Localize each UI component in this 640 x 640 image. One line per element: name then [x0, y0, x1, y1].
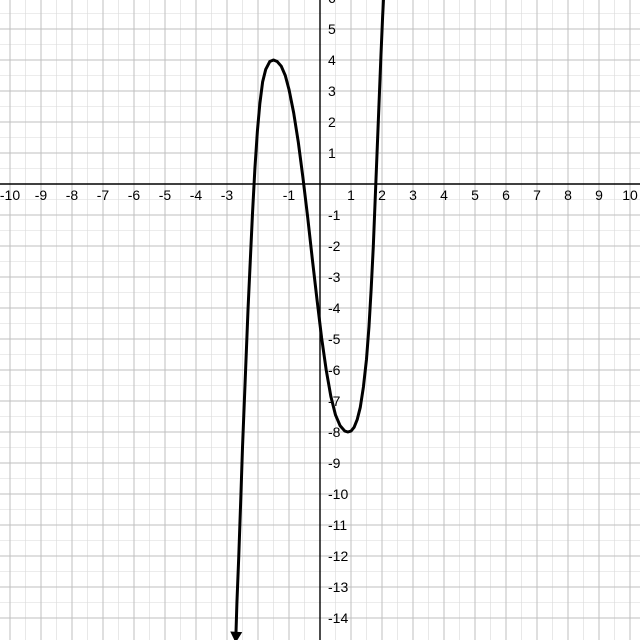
y-tick-label: 1 [328, 145, 336, 161]
y-tick-label: 6 [328, 0, 336, 6]
x-tick-label: 3 [409, 187, 417, 203]
x-tick-label: -1 [283, 187, 296, 203]
x-tick-label: 6 [502, 187, 510, 203]
y-tick-label: 3 [328, 83, 336, 99]
y-tick-label: -1 [328, 207, 341, 223]
x-tick-label: 1 [347, 187, 355, 203]
y-tick-label: -3 [328, 269, 341, 285]
y-tick-label: 4 [328, 52, 336, 68]
x-tick-label: -10 [0, 187, 20, 203]
y-tick-label: 5 [328, 21, 336, 37]
y-tick-label: -9 [328, 455, 341, 471]
x-tick-label: 2 [378, 187, 386, 203]
x-tick-label: -5 [159, 187, 172, 203]
y-tick-label: -2 [328, 238, 341, 254]
y-tick-label: -5 [328, 331, 341, 347]
x-tick-label: -3 [221, 187, 234, 203]
y-tick-label: -12 [328, 548, 348, 564]
x-tick-label: 8 [564, 187, 572, 203]
y-tick-label: -4 [328, 300, 341, 316]
x-tick-label: -9 [35, 187, 48, 203]
cubic-function-plot: -10-9-8-7-6-5-4-3-112345678910654321-1-2… [0, 0, 640, 640]
y-tick-label: -14 [328, 610, 348, 626]
x-tick-label: 7 [533, 187, 541, 203]
y-tick-label: -10 [328, 486, 348, 502]
y-tick-label: 2 [328, 114, 336, 130]
x-tick-label: -8 [66, 187, 79, 203]
y-tick-label: -8 [328, 424, 341, 440]
x-tick-label: -4 [190, 187, 203, 203]
x-tick-label: 10 [622, 187, 638, 203]
y-tick-label: -11 [328, 517, 347, 533]
y-tick-label: -13 [328, 579, 348, 595]
x-tick-label: 4 [440, 187, 448, 203]
x-tick-label: 9 [595, 187, 603, 203]
y-tick-label: -6 [328, 362, 341, 378]
x-tick-label: -6 [128, 187, 141, 203]
x-tick-label: -7 [97, 187, 110, 203]
x-tick-label: 5 [471, 187, 479, 203]
